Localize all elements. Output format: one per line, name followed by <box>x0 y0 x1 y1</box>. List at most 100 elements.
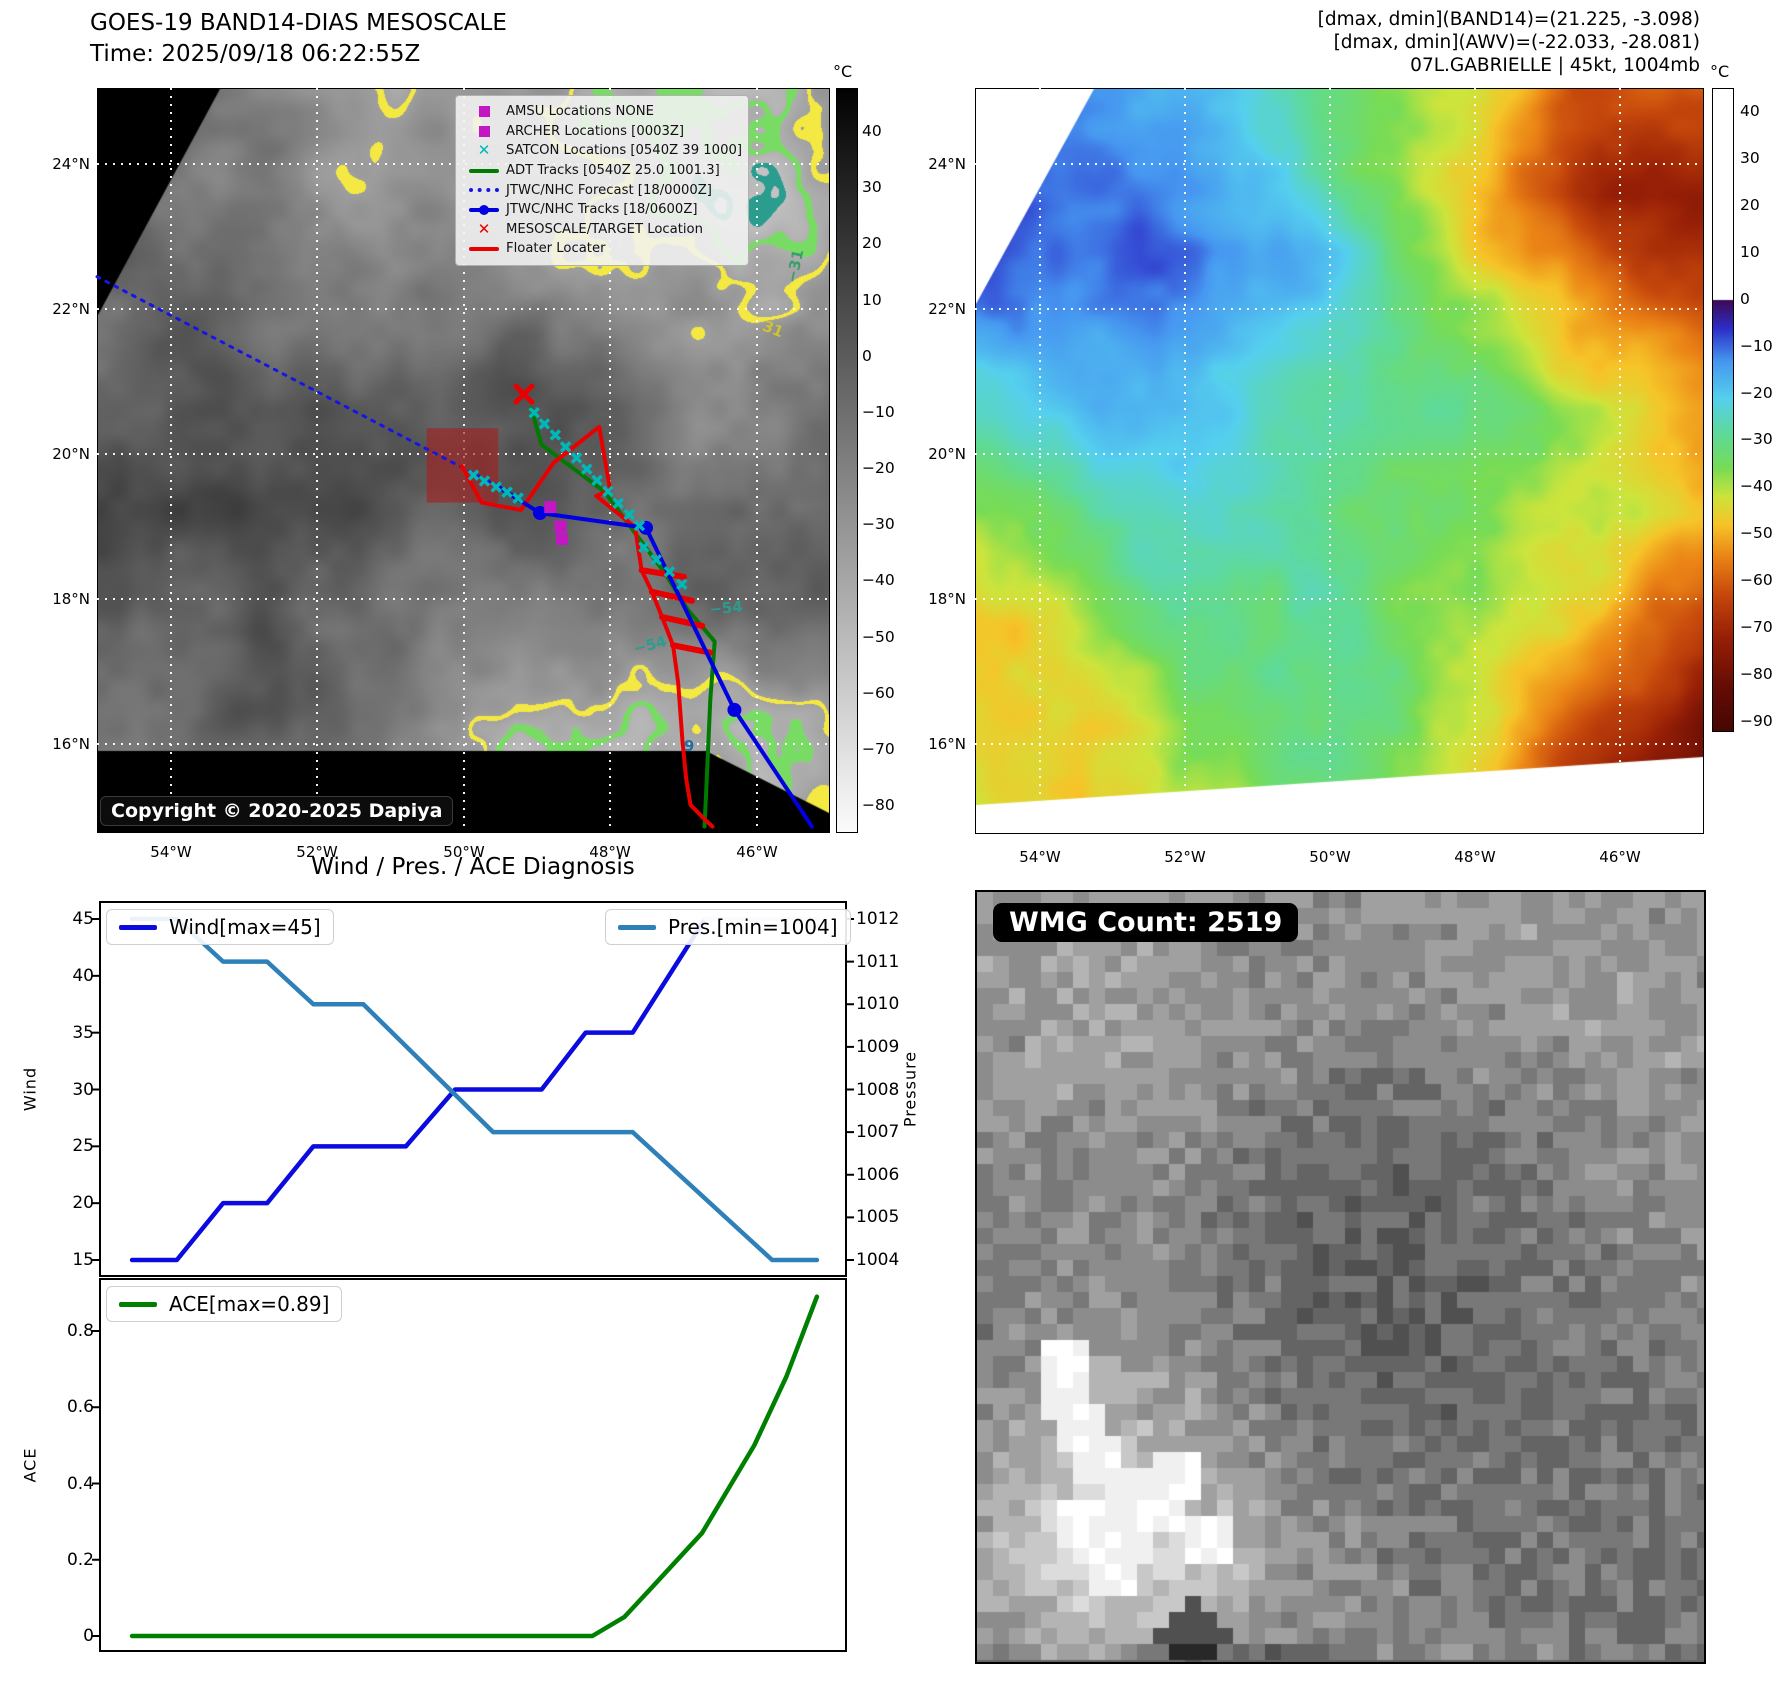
band14-colorbar-tick: −80 <box>862 796 895 815</box>
wind-axis-title: Wind <box>20 1066 40 1112</box>
legend-item-label: ARCHER Locations [0003Z] <box>506 123 685 139</box>
x-legend-icon: ✕ <box>477 141 491 160</box>
pressure-ytick: 1007 <box>856 1122 900 1143</box>
awv-satellite-image <box>975 88 1704 834</box>
pressure-ytick: 1010 <box>856 994 900 1015</box>
left-map-lon-label: 52°W <box>296 843 338 861</box>
right-map-lat-label: 24°N <box>928 155 966 173</box>
right-map-lon-label: 48°W <box>1454 848 1496 866</box>
right-map-lon-label: 50°W <box>1309 848 1351 866</box>
legend-item: JTWC/NHC Forecast [18/0000Z] <box>462 180 742 200</box>
legend-item-label: SATCON Locations [0540Z 39 1000] <box>506 143 742 159</box>
legend-item: ✕ MESOSCALE/TARGET Location <box>462 220 742 240</box>
wind-ytick: 40 <box>72 965 94 986</box>
page-title: GOES-19 BAND14-DIAS MESOSCALE <box>90 10 507 36</box>
band14-colorbar <box>836 88 858 833</box>
pressure-ytick: 1011 <box>856 951 900 972</box>
wind-ytick: 35 <box>72 1022 94 1043</box>
ace-axis-title: ACE <box>20 1447 40 1483</box>
ace-ytick: 0.6 <box>66 1397 94 1418</box>
copyright-label: Copyright © 2020-2025 Dapiya <box>100 796 454 826</box>
awv-colorbar <box>1712 88 1734 732</box>
x-legend-icon: ✕ <box>477 219 491 238</box>
awv-colorbar-tick: −70 <box>1740 617 1773 636</box>
legend-item-label: ADT Tracks [0540Z 25.0 1001.3] <box>506 163 720 179</box>
awv-colorbar-tick: −10 <box>1740 336 1773 355</box>
square-legend-icon <box>462 125 506 137</box>
legend-item-label: JTWC/NHC Tracks [18/0600Z] <box>506 202 698 218</box>
wind-ytick: 20 <box>72 1193 94 1214</box>
wind-ytick: 15 <box>72 1250 94 1270</box>
wmg-count-image <box>975 890 1706 1664</box>
left-map-lat-label: 16°N <box>52 735 90 753</box>
wind-ytick: 25 <box>72 1136 94 1157</box>
left-map-lon-label: 48°W <box>589 843 631 861</box>
wind-legend-label: Wind[max=45] <box>169 915 321 939</box>
ace-ytick: 0.4 <box>66 1473 94 1494</box>
dmax-dmin-band14: [dmax, dmin](BAND14)=(21.225, -3.098) <box>1317 9 1700 30</box>
band14-colorbar-tick: −70 <box>862 739 895 758</box>
awv-colorbar-tick: 0 <box>1740 289 1750 308</box>
legend-item: AMSU Locations NONE <box>462 102 742 122</box>
contour-label: 9 <box>683 736 695 755</box>
left-map-lon-label: 46°W <box>736 843 778 861</box>
awv-colorbar-tick: −60 <box>1740 571 1773 590</box>
pressure-ytick: 1009 <box>856 1036 900 1057</box>
pres-legend-label: Pres.[min=1004] <box>668 915 838 939</box>
pressure-axis-title: Pressure <box>900 1050 920 1128</box>
band14-colorbar-tick: −30 <box>862 515 895 534</box>
square-legend-icon <box>462 106 506 118</box>
awv-colorbar-unit: °C <box>1710 62 1730 81</box>
band14-colorbar-tick: 40 <box>862 122 882 140</box>
series-ACE[max=0.89] <box>129 1294 820 1639</box>
pressure-ytick: 1008 <box>856 1079 900 1100</box>
wind-ytick: 30 <box>72 1079 94 1100</box>
wmg-count-badge: WMG Count: 2519 <box>993 903 1299 942</box>
series-Wind[max=45] <box>129 916 708 1263</box>
pres-legend-swatch <box>618 924 656 930</box>
awv-colorbar-tick: −50 <box>1740 524 1773 543</box>
contour-label: −54 <box>708 597 744 619</box>
legend-item: ARCHER Locations [0003Z] <box>462 122 742 142</box>
awv-colorbar-tick: −30 <box>1740 430 1773 449</box>
band14-colorbar-tick: −40 <box>862 571 895 590</box>
line-legend-icon <box>462 168 506 173</box>
legend-item-label: JTWC/NHC Forecast [18/0000Z] <box>506 182 712 198</box>
left-map-lat-label: 24°N <box>52 155 90 173</box>
awv-colorbar-tick: 40 <box>1740 102 1760 121</box>
awv-colorbar-tick: −90 <box>1740 711 1773 730</box>
pressure-ytick: 1005 <box>856 1207 900 1228</box>
dmax-dmin-awv: [dmax, dmin](AWV)=(-22.033, -28.081) <box>1333 32 1700 53</box>
line-legend-icon <box>462 246 506 251</box>
pressure-ytick: 1006 <box>856 1164 900 1185</box>
awv-colorbar-tick: 10 <box>1740 243 1760 261</box>
band14-colorbar-tick: −50 <box>862 627 895 646</box>
left-map-lat-label: 20°N <box>52 445 90 463</box>
band14-colorbar-tick: −60 <box>862 683 895 702</box>
left-map-lat-label: 18°N <box>52 590 90 608</box>
legend-item: JTWC/NHC Tracks [18/0600Z] <box>462 200 742 220</box>
wind-pres-axes <box>99 901 847 1277</box>
awv-colorbar-tick: 20 <box>1740 196 1760 215</box>
right-map-lon-label: 52°W <box>1164 848 1206 866</box>
band14-colorbar-tick: −20 <box>862 459 895 478</box>
right-map-lon-label: 46°W <box>1599 848 1641 866</box>
right-map-lat-label: 22°N <box>928 300 966 318</box>
band14-colorbar-tick: 20 <box>862 234 882 253</box>
awv-colorbar-tick: 30 <box>1740 149 1760 168</box>
left-map-lon-label: 54°W <box>150 843 192 861</box>
band14-colorbar-tick: 0 <box>862 346 872 365</box>
right-map-lat-label: 20°N <box>928 445 966 463</box>
pres-legend: Pres.[min=1004] <box>605 909 851 945</box>
ace-ytick: 0.2 <box>66 1549 94 1570</box>
ace-legend-label: ACE[max=0.89] <box>169 1292 330 1316</box>
series-Pres.[min=1004] <box>129 916 820 1263</box>
dotted-legend-icon <box>462 188 506 193</box>
wind-legend-swatch <box>119 924 157 930</box>
charts-section-title: Wind / Pres. / ACE Diagnosis <box>311 854 635 880</box>
band14-colorbar-tick: −10 <box>862 402 895 421</box>
band14-colorbar-tick: 10 <box>862 290 882 309</box>
right-map-lat-label: 18°N <box>928 590 966 608</box>
ace-legend-swatch <box>119 1301 157 1307</box>
